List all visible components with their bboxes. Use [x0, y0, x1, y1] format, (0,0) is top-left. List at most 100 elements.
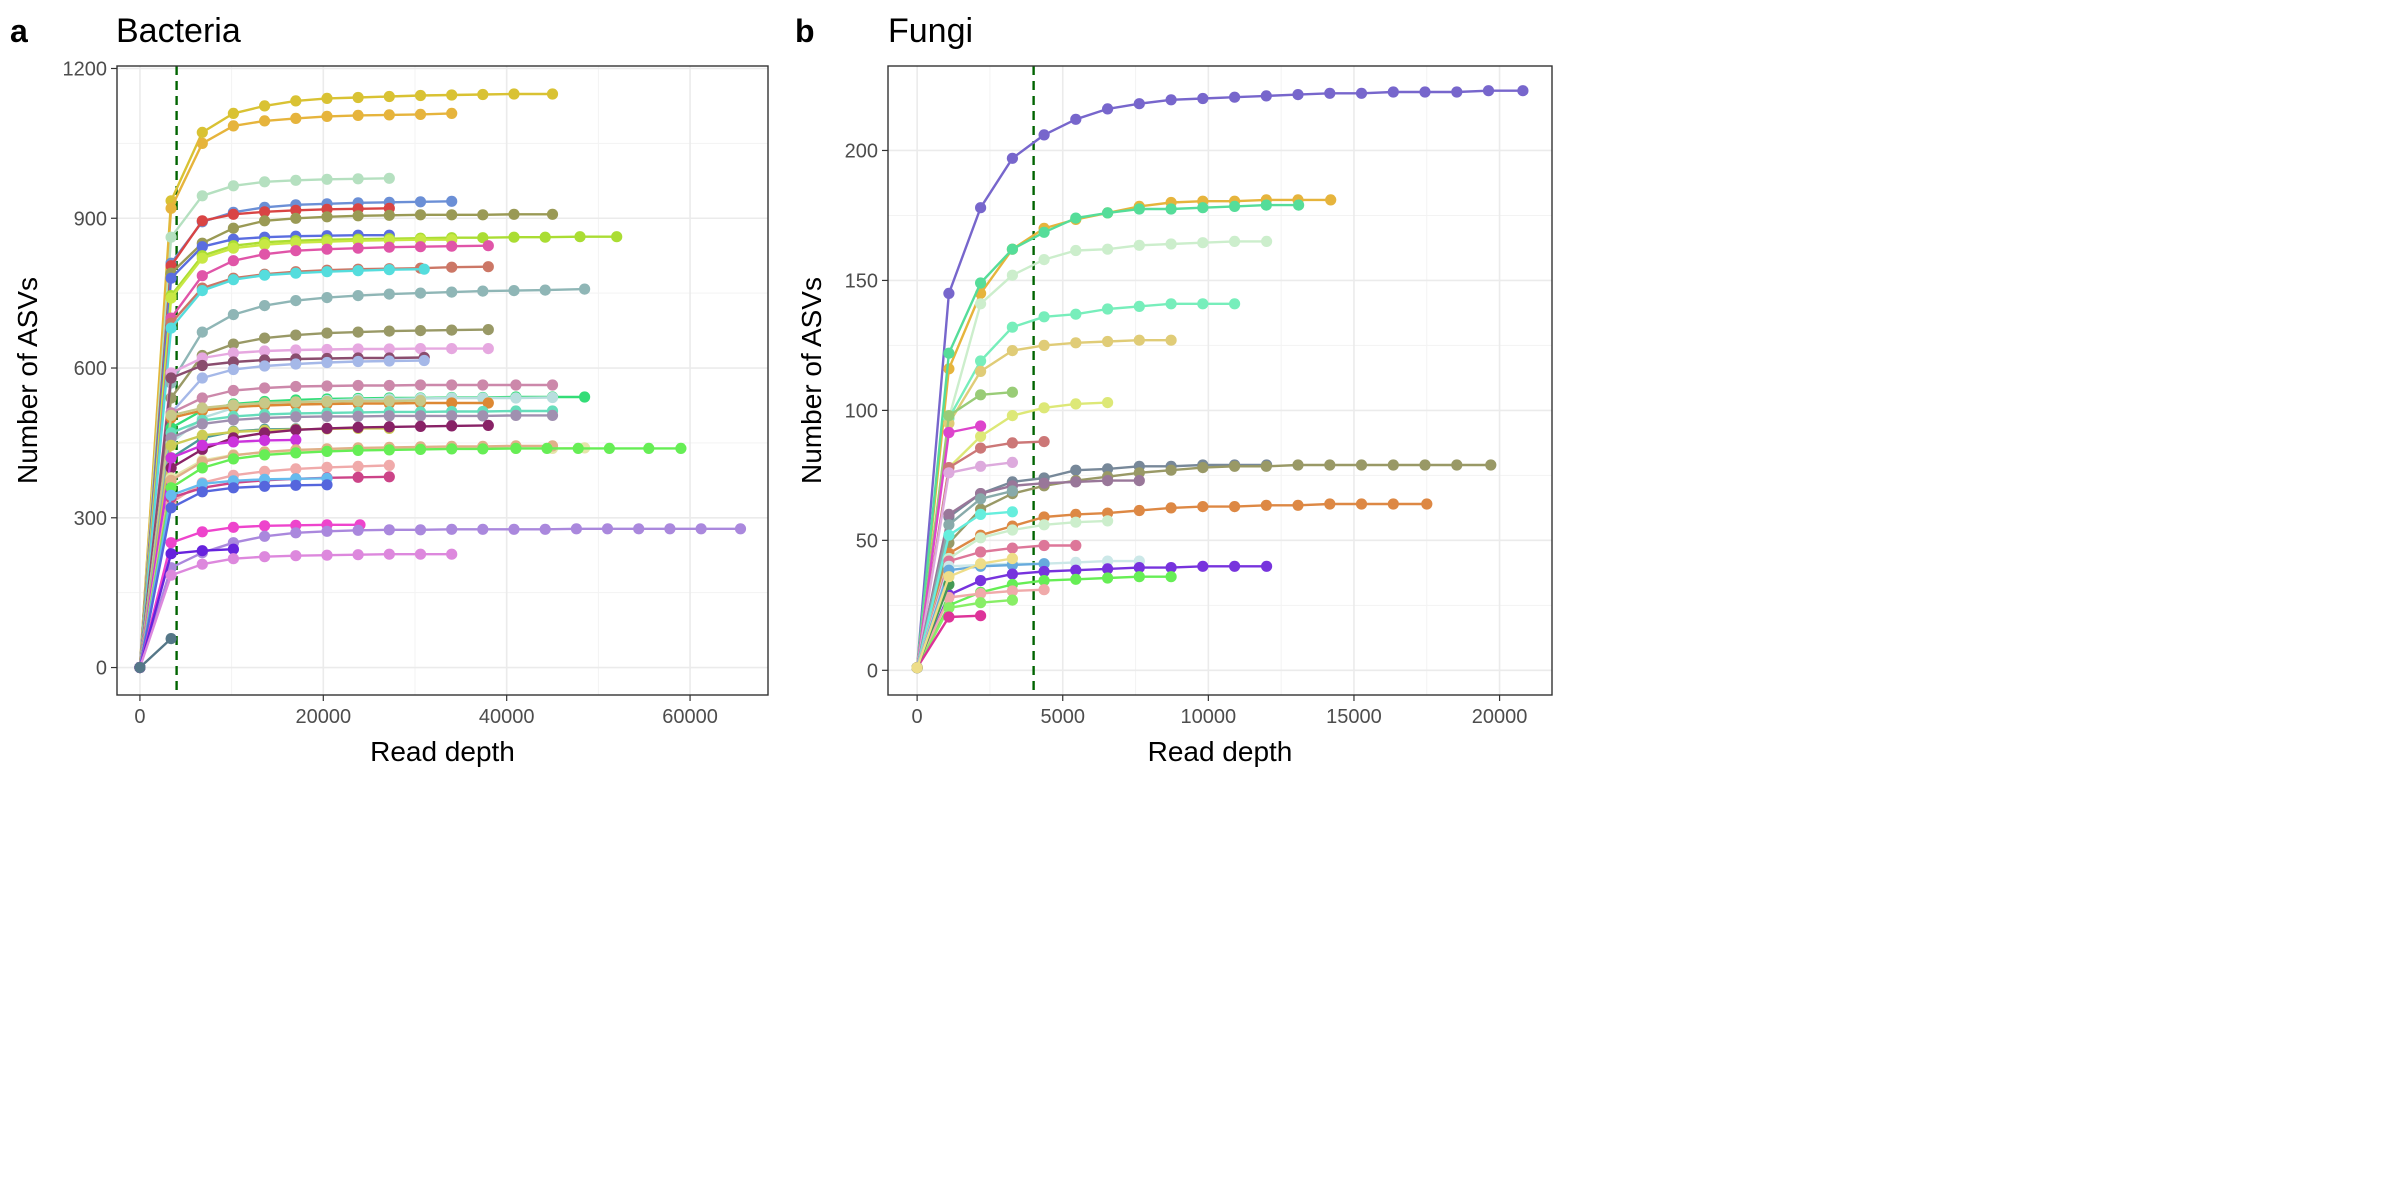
data-point [508, 208, 520, 220]
data-point [1292, 89, 1304, 101]
data-point [446, 443, 458, 455]
data-point [259, 248, 271, 260]
data-point [695, 523, 707, 535]
data-point [290, 424, 302, 436]
data-point [352, 210, 364, 222]
x-tick-label: 60000 [662, 706, 718, 728]
data-point [1102, 207, 1114, 219]
data-point [227, 180, 239, 192]
data-point [446, 107, 458, 119]
series-line [138, 356, 425, 668]
x-tick-label: 20000 [295, 706, 351, 728]
data-point [290, 267, 302, 279]
data-point [414, 108, 427, 120]
y-axis-label: Number of ASVs [796, 277, 827, 484]
data-point [196, 429, 208, 441]
data-point [1482, 85, 1495, 97]
data-point [227, 347, 239, 359]
data-point [1451, 86, 1463, 98]
data-point [196, 462, 208, 474]
data-point [259, 412, 271, 424]
data-point [446, 379, 458, 391]
data-point [1133, 571, 1145, 583]
data-point [1102, 103, 1114, 115]
data-point [975, 420, 987, 432]
data-point [572, 442, 584, 454]
data-point [1325, 194, 1337, 206]
data-point [414, 410, 427, 422]
data-point [196, 486, 208, 498]
data-point [1102, 243, 1114, 255]
data-point [482, 397, 494, 409]
y-axis-label: Number of ASVs [12, 277, 43, 484]
data-point [1133, 562, 1145, 574]
data-point [943, 529, 955, 541]
data-point [196, 526, 208, 538]
data-point [418, 354, 430, 367]
data-point [290, 212, 302, 224]
data-point [196, 241, 208, 253]
data-point [1419, 459, 1431, 471]
data-point [579, 283, 591, 295]
data-point [1070, 573, 1082, 585]
data-point [196, 392, 208, 404]
data-point [1165, 502, 1177, 514]
data-point [446, 89, 458, 101]
data-point [321, 461, 333, 473]
data-point [165, 439, 177, 451]
data-point [134, 661, 146, 674]
data-point [1006, 410, 1019, 422]
series-38 [134, 548, 458, 674]
data-point [1038, 575, 1050, 587]
panel-bacteria: Bacteria 0 20000 40000 6000003006009001200 … [12, 12, 769, 767]
data-point [1102, 397, 1114, 409]
data-point [352, 355, 364, 368]
y-tick-label: 0 [867, 660, 878, 682]
data-point [196, 252, 208, 264]
data-point [1102, 563, 1114, 575]
data-point [675, 442, 687, 454]
series-21 [134, 394, 427, 674]
data-point [975, 493, 987, 505]
data-point [290, 358, 302, 370]
data-point [227, 521, 239, 533]
data-point [1070, 398, 1082, 410]
data-point [227, 242, 239, 254]
data-point [1102, 555, 1114, 567]
data-point [1355, 459, 1368, 471]
data-point [414, 287, 427, 299]
data-point [227, 309, 239, 321]
data-point [1197, 501, 1209, 513]
data-point [1133, 334, 1145, 346]
data-point [1292, 499, 1304, 511]
data-point [1229, 200, 1241, 212]
data-point [321, 445, 333, 457]
data-point [1260, 499, 1272, 511]
data-point [1006, 485, 1019, 497]
series-1 [134, 107, 458, 674]
data-point [943, 571, 955, 583]
data-point [290, 447, 302, 459]
data-point [321, 92, 333, 104]
data-point [1102, 335, 1114, 348]
data-point [290, 204, 302, 216]
data-point [510, 442, 522, 454]
series-5 [911, 334, 1177, 674]
data-point [290, 329, 302, 341]
series-29 [134, 440, 559, 674]
data-point [259, 176, 271, 188]
data-point [414, 379, 427, 391]
data-point [259, 551, 271, 563]
data-point [1038, 539, 1050, 552]
data-point [1070, 212, 1082, 224]
data-point [1324, 498, 1336, 510]
series-35 [134, 519, 366, 674]
y-tick-label: 200 [845, 140, 878, 162]
data-point [477, 232, 489, 244]
gridlines [888, 66, 1552, 695]
data-point [383, 343, 395, 355]
data-point [546, 409, 559, 421]
data-point [1070, 564, 1082, 576]
data-point [383, 524, 395, 536]
data-point [734, 523, 747, 535]
